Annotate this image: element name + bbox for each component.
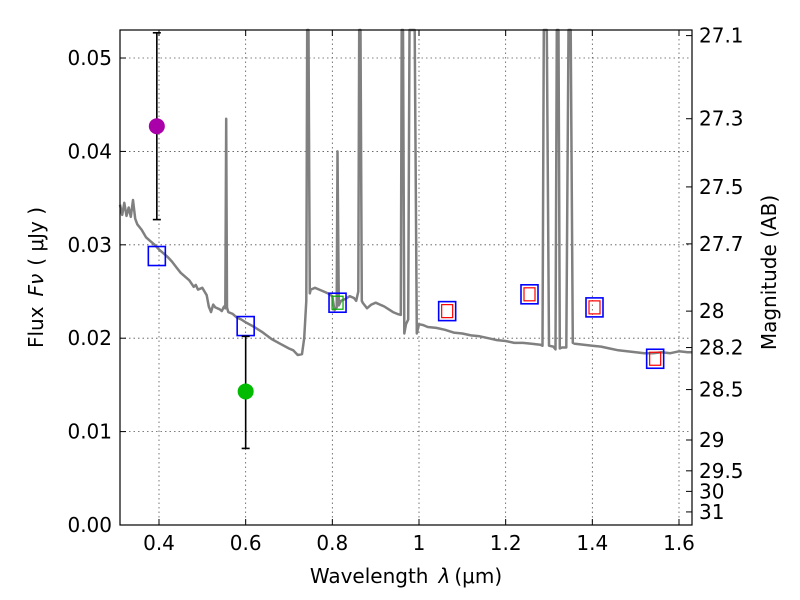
model-band-square [437,300,457,322]
y2-tick-label: 27.3 [699,107,744,131]
observed-point [148,118,165,135]
y2-tick-label: 29 [699,428,724,452]
y-axis-label-unit: ( μJy ) [24,207,48,266]
y-tick-label: 0.01 [67,420,112,444]
x-tick-label: 1.4 [576,531,608,555]
axis-ticks: 0.4 0.6 0.8 1 1.2 1.4 1.6 0.00 0.01 0.02 0.03 0.04 0… [67,24,743,555]
x-axis-label-symbol: λ [438,564,451,588]
y-axis-label: Flux Fν ( μJy ) [24,207,48,348]
model-band-square [520,284,539,305]
x-axis-label-text: Wavelength [310,564,429,588]
y2-tick-label: 30 [699,479,724,503]
y2-tick-label: 27.5 [699,175,744,199]
model-band-square [328,292,347,314]
x-axis-label-unit: (μm) [454,564,502,588]
spectrum-line [118,28,692,357]
y-tick-label: 0.05 [67,46,112,70]
y2-tick-label: 28.2 [699,336,744,360]
band-inner-square [331,295,344,310]
x-tick-label: 0.6 [230,531,262,555]
band-inner-square [649,351,662,366]
y-tick-label: 0.03 [67,233,112,257]
observed-point [237,383,254,400]
y-tick-label: 0.04 [67,139,112,163]
model-band-square [585,297,604,318]
grid-lines [120,30,692,526]
y-tick-label: 0.00 [67,513,112,537]
band-inner-square [441,304,454,319]
plot-frame [119,29,693,526]
y2-tick-label: 27.1 [699,24,744,48]
x-tick-label: 1 [413,531,426,555]
y-tick-label: 0.02 [67,326,112,350]
y2-axis-label: Magnitude (AB) [757,195,781,350]
x-axis-label: Wavelength λ (μm) [310,564,502,588]
plot-series [118,28,692,450]
x-tick-label: 0.4 [143,531,175,555]
x-tick-label: 0.8 [316,531,348,555]
y-axis-label-text: Flux [24,306,48,348]
y-axis-label-symbol: Fν [24,274,48,297]
y2-tick-label: 28 [699,299,724,323]
x-tick-label: 1.2 [490,531,522,555]
model-band-square [645,348,665,370]
y2-tick-label: 31 [699,500,724,524]
band-inner-square [588,300,601,315]
band-inner-square [523,287,536,302]
y2-tick-label: 28.5 [699,378,744,402]
y2-tick-label: 29.5 [699,459,744,483]
model-band-square [147,245,167,267]
y2-tick-label: 27.7 [699,232,744,256]
x-tick-label: 1.6 [663,531,695,555]
